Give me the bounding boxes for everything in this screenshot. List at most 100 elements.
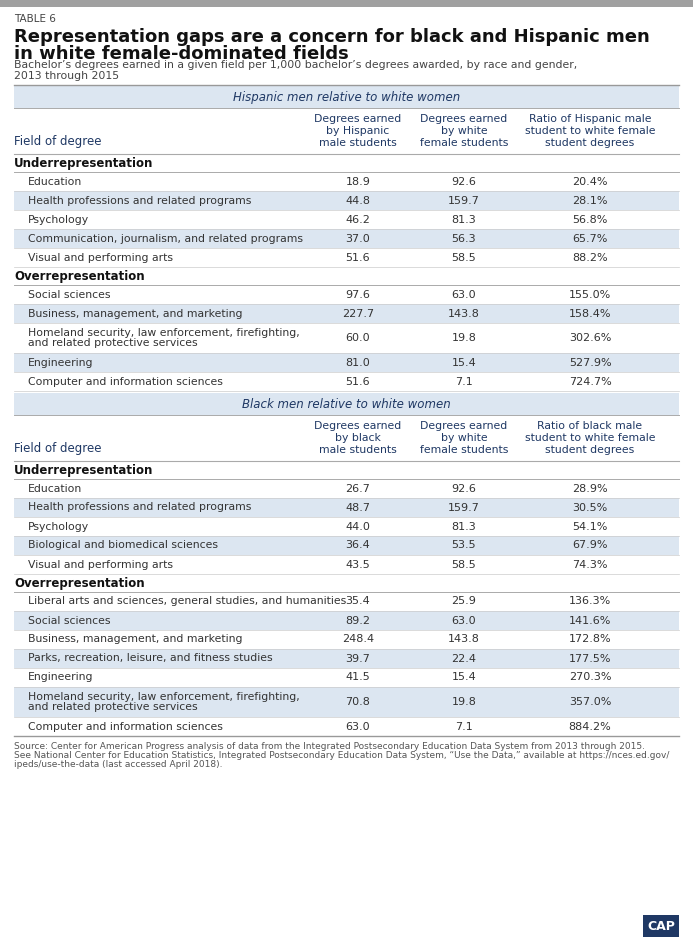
Text: CAP: CAP xyxy=(647,920,675,933)
Text: Field of degree: Field of degree xyxy=(14,442,101,455)
Bar xyxy=(14,86,679,108)
Bar xyxy=(14,517,679,536)
Text: and related protective services: and related protective services xyxy=(28,338,198,348)
Bar xyxy=(14,210,679,229)
Bar xyxy=(14,372,679,391)
Text: Health professions and related programs: Health professions and related programs xyxy=(28,503,252,512)
Text: 46.2: 46.2 xyxy=(346,214,371,225)
Text: 28.9%: 28.9% xyxy=(572,483,608,493)
Bar xyxy=(14,479,679,498)
Text: 56.3: 56.3 xyxy=(452,233,476,244)
Text: 357.0%: 357.0% xyxy=(569,697,611,707)
Text: 63.0: 63.0 xyxy=(452,616,476,625)
Bar xyxy=(14,267,679,285)
Text: Liberal arts and sciences, general studies, and humanities: Liberal arts and sciences, general studi… xyxy=(28,597,346,606)
Text: 143.8: 143.8 xyxy=(448,635,480,644)
Text: 302.6%: 302.6% xyxy=(569,333,611,343)
Text: 88.2%: 88.2% xyxy=(572,252,608,263)
Text: Ratio of black male
student to white female
student degrees: Ratio of black male student to white fem… xyxy=(525,421,656,455)
Text: 159.7: 159.7 xyxy=(448,503,480,512)
Text: Degrees earned
by Hispanic
male students: Degrees earned by Hispanic male students xyxy=(315,115,402,148)
Text: 141.6%: 141.6% xyxy=(569,616,611,625)
Bar xyxy=(14,611,679,630)
Bar xyxy=(643,915,679,937)
Text: 22.4: 22.4 xyxy=(452,654,477,663)
Text: 81.3: 81.3 xyxy=(452,522,476,531)
Text: 37.0: 37.0 xyxy=(346,233,370,244)
Text: ipeds/use-the-data (last accessed April 2018).: ipeds/use-the-data (last accessed April … xyxy=(14,760,222,769)
Text: 43.5: 43.5 xyxy=(346,560,370,569)
Text: 30.5%: 30.5% xyxy=(572,503,608,512)
Bar xyxy=(14,191,679,210)
Bar xyxy=(14,717,679,736)
Bar xyxy=(14,285,679,304)
Text: 177.5%: 177.5% xyxy=(569,654,611,663)
Bar xyxy=(14,687,679,717)
Bar xyxy=(14,461,679,479)
Text: 26.7: 26.7 xyxy=(346,483,371,493)
Bar xyxy=(14,555,679,574)
Text: 18.9: 18.9 xyxy=(346,177,371,187)
Text: Business, management, and marketing: Business, management, and marketing xyxy=(28,635,243,644)
Text: 159.7: 159.7 xyxy=(448,195,480,206)
Text: TABLE 6: TABLE 6 xyxy=(14,14,56,24)
Bar xyxy=(14,668,679,687)
Text: 81.0: 81.0 xyxy=(346,358,370,367)
Text: Parks, recreation, leisure, and fitness studies: Parks, recreation, leisure, and fitness … xyxy=(28,654,272,663)
Bar xyxy=(14,353,679,372)
Bar xyxy=(14,323,679,353)
Bar xyxy=(14,630,679,649)
Text: 81.3: 81.3 xyxy=(452,214,476,225)
Bar xyxy=(14,498,679,517)
Bar xyxy=(0,0,693,7)
Text: and related protective services: and related protective services xyxy=(28,702,198,712)
Text: Engineering: Engineering xyxy=(28,358,94,367)
Text: 884.2%: 884.2% xyxy=(569,721,611,732)
Text: 56.8%: 56.8% xyxy=(572,214,608,225)
Text: 92.6: 92.6 xyxy=(452,177,477,187)
Text: Degrees earned
by white
female students: Degrees earned by white female students xyxy=(420,421,508,455)
Text: 15.4: 15.4 xyxy=(452,358,476,367)
Text: Education: Education xyxy=(28,483,82,493)
Bar xyxy=(14,592,679,611)
Text: Visual and performing arts: Visual and performing arts xyxy=(28,252,173,263)
Text: Source: Center for American Progress analysis of data from the Integrated Postse: Source: Center for American Progress ana… xyxy=(14,742,645,751)
Text: 51.6: 51.6 xyxy=(346,377,370,386)
Text: 70.8: 70.8 xyxy=(346,697,371,707)
Text: 92.6: 92.6 xyxy=(452,483,477,493)
Text: 89.2: 89.2 xyxy=(346,616,371,625)
Text: 143.8: 143.8 xyxy=(448,308,480,319)
Text: Black men relative to white women: Black men relative to white women xyxy=(242,398,451,411)
Text: 15.4: 15.4 xyxy=(452,673,476,682)
Text: Communication, journalism, and related programs: Communication, journalism, and related p… xyxy=(28,233,303,244)
Text: 54.1%: 54.1% xyxy=(572,522,608,531)
Text: 39.7: 39.7 xyxy=(346,654,371,663)
Text: Bachelor’s degrees earned in a given field per 1,000 bachelor’s degrees awarded,: Bachelor’s degrees earned in a given fie… xyxy=(14,60,577,70)
Text: Representation gaps are a concern for black and Hispanic men: Representation gaps are a concern for bl… xyxy=(14,28,650,46)
Text: 51.6: 51.6 xyxy=(346,252,370,263)
Bar xyxy=(14,574,679,592)
Text: 35.4: 35.4 xyxy=(346,597,370,606)
Text: Overrepresentation: Overrepresentation xyxy=(14,576,145,589)
Text: 65.7%: 65.7% xyxy=(572,233,608,244)
Text: 724.7%: 724.7% xyxy=(569,377,611,386)
Text: Degrees earned
by black
male students: Degrees earned by black male students xyxy=(315,421,402,455)
Text: 172.8%: 172.8% xyxy=(569,635,611,644)
Text: 7.1: 7.1 xyxy=(455,721,473,732)
Text: 227.7: 227.7 xyxy=(342,308,374,319)
Text: Psychology: Psychology xyxy=(28,214,89,225)
Text: 527.9%: 527.9% xyxy=(569,358,611,367)
Bar xyxy=(14,248,679,267)
Bar xyxy=(14,536,679,555)
Text: Overrepresentation: Overrepresentation xyxy=(14,270,145,283)
Bar xyxy=(14,649,679,668)
Text: 136.3%: 136.3% xyxy=(569,597,611,606)
Text: Social sciences: Social sciences xyxy=(28,289,110,300)
Text: Social sciences: Social sciences xyxy=(28,616,110,625)
Text: 270.3%: 270.3% xyxy=(569,673,611,682)
Text: Field of degree: Field of degree xyxy=(14,135,101,148)
Text: See National Center for Education Statistics, Integrated Postsecondary Education: See National Center for Education Statis… xyxy=(14,751,669,760)
Text: Engineering: Engineering xyxy=(28,673,94,682)
Text: Homeland security, law enforcement, firefighting,: Homeland security, law enforcement, fire… xyxy=(28,328,300,338)
Text: 97.6: 97.6 xyxy=(346,289,371,300)
